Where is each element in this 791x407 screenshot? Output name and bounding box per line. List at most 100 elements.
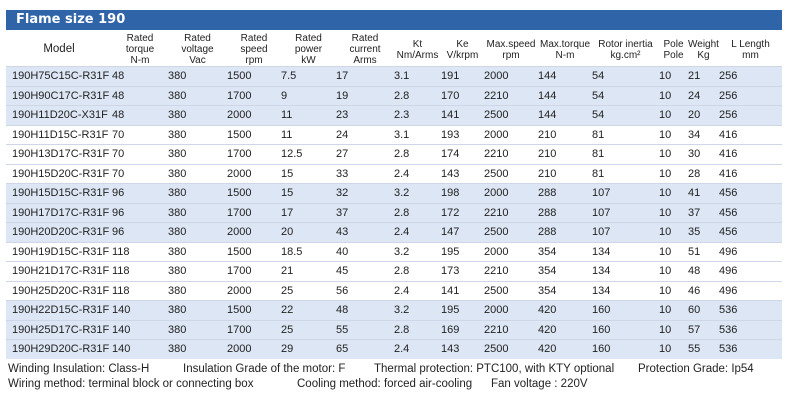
table-cell: 416 bbox=[719, 148, 738, 161]
table-row: 190H75C15C-R31F 48 380 1500 7.5 17 3.1 191 2000 1… bbox=[6, 66, 782, 86]
table-cell: 190H19D15C-R31F bbox=[12, 245, 110, 258]
table-cell: 380 bbox=[168, 226, 187, 239]
table-cell: 1500 bbox=[227, 128, 252, 141]
column-header-unit: mm bbox=[742, 49, 759, 61]
column-header-unit: Nm/Arms bbox=[396, 49, 439, 61]
table-cell: 190H90C17C-R31F bbox=[12, 89, 110, 102]
table-cell: 2000 bbox=[227, 343, 252, 356]
table-cell: 48 bbox=[112, 70, 125, 83]
table-cell: 10 bbox=[659, 148, 672, 161]
table-cell: 2000 bbox=[227, 109, 252, 122]
table-cell: 190H25D17C-R31F bbox=[12, 323, 110, 336]
table-cell: 81 bbox=[592, 167, 605, 180]
table-cell: 41 bbox=[688, 187, 701, 200]
table-row: 190H11D15C-R31F 70 380 1500 11 24 3.1 193 2000 21… bbox=[6, 125, 782, 145]
table-cell: 256 bbox=[719, 89, 738, 102]
table-cell: 190H25D20C-R31F bbox=[12, 284, 110, 297]
table-cell: 10 bbox=[659, 167, 672, 180]
table-cell: 416 bbox=[719, 128, 738, 141]
table-cell: 48 bbox=[688, 265, 701, 278]
table-cell: 10 bbox=[659, 70, 672, 83]
table-cell: 1500 bbox=[227, 304, 252, 317]
table-cell: 190H29D20C-R31F bbox=[12, 343, 110, 356]
table-cell: 2500 bbox=[484, 226, 509, 239]
table-cell: 1500 bbox=[227, 70, 252, 83]
table-cell: 147 bbox=[441, 226, 460, 239]
table-cell: 20 bbox=[688, 109, 701, 122]
table-cell: 48 bbox=[336, 304, 349, 317]
table-cell: 30 bbox=[688, 148, 701, 161]
table-cell: 57 bbox=[688, 323, 701, 336]
table-cell: 10 bbox=[659, 245, 672, 258]
table-cell: 54 bbox=[592, 89, 605, 102]
table-cell: 19 bbox=[336, 89, 349, 102]
table-cell: 190H21D17C-R31F bbox=[12, 265, 110, 278]
table-cell: 210 bbox=[538, 128, 557, 141]
table-cell: 17 bbox=[281, 206, 294, 219]
table-cell: 11 bbox=[281, 128, 293, 141]
table-cell: 2.8 bbox=[394, 148, 410, 161]
table-cell: 3.2 bbox=[394, 304, 410, 317]
table-cell: 56 bbox=[336, 284, 349, 297]
column-header-label: Rated current bbox=[349, 33, 381, 55]
table-cell: 2000 bbox=[227, 226, 252, 239]
table-cell: 380 bbox=[168, 70, 187, 83]
table-cell: 420 bbox=[538, 343, 557, 356]
column-header-unit: kW bbox=[301, 55, 316, 66]
table-cell: 536 bbox=[719, 304, 738, 317]
table-cell: 81 bbox=[592, 128, 605, 141]
table-cell: 141 bbox=[441, 109, 460, 122]
column-header-label: Max.speed bbox=[486, 38, 536, 50]
table-cell: 118 bbox=[112, 284, 130, 297]
table-cell: 51 bbox=[688, 245, 701, 258]
table-cell: 60 bbox=[688, 304, 701, 317]
table-cell: 354 bbox=[538, 265, 557, 278]
table-cell: 144 bbox=[538, 109, 557, 122]
column-header-label: Pole bbox=[663, 38, 684, 50]
table-cell: 25 bbox=[281, 323, 294, 336]
table-cell: 193 bbox=[441, 128, 460, 141]
table-cell: 140 bbox=[112, 323, 131, 336]
column-header: Rated speed rpm bbox=[227, 33, 281, 67]
table-row: 190H13D17C-R31F 70 380 1700 12.5 27 2.8 174 2210… bbox=[6, 144, 782, 165]
table-cell: 43 bbox=[336, 226, 349, 239]
table-cell: 12.5 bbox=[281, 148, 303, 161]
table-row: 190H21D17C-R31F 118 380 1700 21 45 2.8 173 2210 3… bbox=[6, 261, 782, 282]
table-cell: 55 bbox=[688, 343, 701, 356]
column-header-label: Rotor inertia bbox=[598, 38, 653, 50]
table-cell: 11 bbox=[281, 109, 293, 122]
table-cell: 118 bbox=[112, 245, 130, 258]
table-cell: 380 bbox=[168, 187, 187, 200]
table-cell: 134 bbox=[592, 265, 611, 278]
header-row: Model Rated torque N-m Rated voltage Vac Rate… bbox=[6, 33, 782, 67]
column-header-unit: kg.cm² bbox=[610, 49, 641, 61]
table-cell: 198 bbox=[441, 187, 460, 200]
table-cell: 2500 bbox=[484, 284, 509, 297]
column-header: Rotor inertia kg.cm² bbox=[592, 33, 659, 67]
table-cell: 380 bbox=[168, 245, 187, 258]
table-cell: 3.2 bbox=[394, 245, 410, 258]
table-cell: 48 bbox=[112, 109, 125, 122]
table-cell: 10 bbox=[659, 304, 672, 317]
protection-grade-note: Protection Grade: Ip54 bbox=[638, 363, 754, 375]
table-row: 190H25D20C-R31F 118 380 2000 25 56 2.4 141 2500 3… bbox=[6, 281, 782, 301]
table-cell: 536 bbox=[719, 343, 738, 356]
table-cell: 10 bbox=[659, 284, 672, 297]
table-row: 190H15D20C-R31F 70 380 2000 15 33 2.4 143 2500 21… bbox=[6, 164, 782, 184]
table-cell: 10 bbox=[659, 226, 672, 239]
table-cell: 2000 bbox=[484, 70, 509, 83]
table-cell: 10 bbox=[659, 128, 672, 141]
table-cell: 96 bbox=[112, 187, 125, 200]
table-cell: 81 bbox=[592, 148, 605, 161]
table-cell: 190H20D20C-R31F bbox=[12, 226, 110, 239]
table-cell: 2210 bbox=[484, 89, 509, 102]
table-cell: 2210 bbox=[484, 148, 509, 161]
table-cell: 380 bbox=[168, 206, 187, 219]
table-cell: 17 bbox=[336, 70, 349, 83]
table-cell: 3.1 bbox=[394, 128, 410, 141]
table-cell: 21 bbox=[688, 70, 701, 83]
table-cell: 54 bbox=[592, 109, 605, 122]
table-cell: 1500 bbox=[227, 245, 252, 258]
table-row: 190H29D20C-R31F 140 380 2000 29 65 2.4 143 2500 4… bbox=[6, 339, 782, 359]
table-cell: 2000 bbox=[484, 187, 509, 200]
